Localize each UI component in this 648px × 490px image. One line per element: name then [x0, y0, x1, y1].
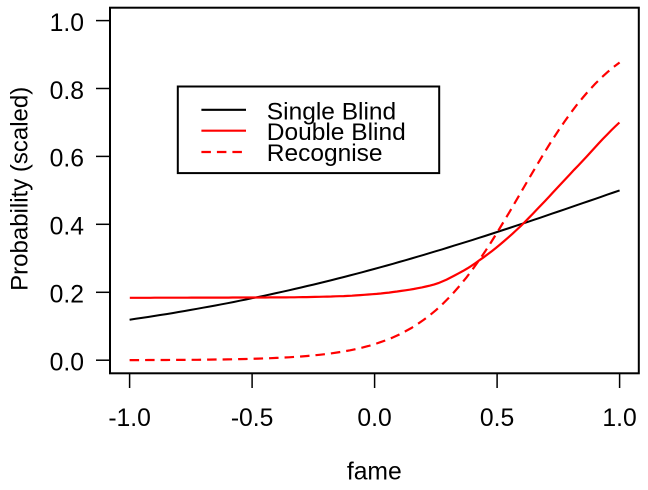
- svg-text:0.0: 0.0: [357, 405, 391, 432]
- svg-text:1.0: 1.0: [50, 10, 84, 37]
- svg-text:0.0: 0.0: [50, 350, 84, 377]
- svg-text:0.4: 0.4: [50, 214, 84, 241]
- svg-text:-0.5: -0.5: [231, 405, 274, 432]
- svg-text:0.2: 0.2: [50, 282, 84, 309]
- svg-text:0.6: 0.6: [50, 146, 84, 173]
- svg-text:-1.0: -1.0: [108, 405, 151, 432]
- svg-text:fame: fame: [347, 459, 402, 486]
- svg-text:Recognise: Recognise: [267, 140, 383, 167]
- svg-text:Single Blind: Single Blind: [267, 98, 396, 125]
- svg-text:0.8: 0.8: [50, 78, 84, 105]
- svg-text:Probability (scaled): Probability (scaled): [7, 87, 34, 291]
- svg-text:Double Blind: Double Blind: [267, 119, 406, 146]
- svg-text:0.5: 0.5: [480, 405, 514, 432]
- svg-text:1.0: 1.0: [602, 405, 636, 432]
